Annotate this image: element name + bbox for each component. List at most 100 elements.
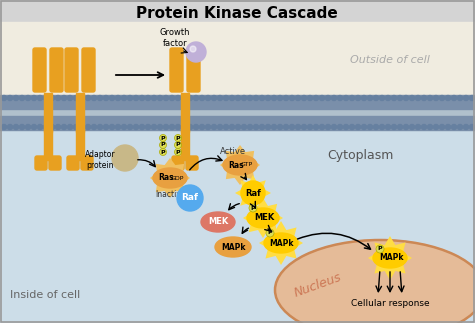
Circle shape (200, 96, 205, 100)
Text: MAPk: MAPk (379, 254, 403, 263)
Circle shape (457, 124, 463, 130)
Text: Cellular response: Cellular response (351, 299, 429, 308)
Circle shape (26, 124, 30, 130)
Circle shape (350, 124, 354, 130)
Circle shape (314, 124, 319, 130)
Text: P: P (251, 205, 256, 211)
Circle shape (104, 96, 108, 100)
Circle shape (8, 124, 12, 130)
Circle shape (174, 141, 181, 149)
Polygon shape (220, 145, 260, 185)
Text: P: P (161, 136, 165, 141)
Circle shape (284, 96, 288, 100)
Circle shape (343, 124, 349, 130)
Circle shape (355, 96, 361, 100)
Circle shape (74, 96, 78, 100)
Text: P: P (176, 150, 180, 154)
Circle shape (464, 96, 468, 100)
Circle shape (403, 124, 408, 130)
Circle shape (314, 96, 319, 100)
Circle shape (380, 124, 384, 130)
Circle shape (177, 185, 203, 211)
Circle shape (391, 124, 397, 130)
Circle shape (49, 96, 55, 100)
Circle shape (434, 124, 438, 130)
Circle shape (398, 124, 402, 130)
Circle shape (295, 96, 301, 100)
Circle shape (409, 96, 415, 100)
Circle shape (289, 124, 294, 130)
Circle shape (428, 124, 433, 130)
Circle shape (133, 124, 139, 130)
Circle shape (170, 124, 174, 130)
Circle shape (236, 124, 240, 130)
Circle shape (110, 124, 114, 130)
Circle shape (302, 96, 306, 100)
Text: GTP: GTP (241, 162, 253, 168)
Circle shape (428, 96, 433, 100)
Text: Ras: Ras (228, 161, 244, 170)
Circle shape (320, 96, 324, 100)
Circle shape (355, 124, 361, 130)
Circle shape (409, 124, 415, 130)
Circle shape (452, 96, 456, 100)
Circle shape (236, 96, 240, 100)
Circle shape (266, 229, 274, 237)
Circle shape (188, 96, 192, 100)
Circle shape (434, 96, 438, 100)
Circle shape (31, 96, 37, 100)
Text: Active: Active (220, 148, 246, 157)
Circle shape (325, 124, 331, 130)
Circle shape (49, 124, 55, 130)
Circle shape (254, 96, 258, 100)
Circle shape (368, 124, 372, 130)
Circle shape (188, 124, 192, 130)
Ellipse shape (153, 168, 187, 188)
Ellipse shape (373, 248, 407, 268)
Circle shape (31, 124, 37, 130)
Text: Inside of cell: Inside of cell (10, 290, 80, 300)
Circle shape (277, 124, 283, 130)
Text: MAPk: MAPk (221, 243, 245, 252)
Circle shape (469, 124, 475, 130)
Text: MEK: MEK (208, 217, 228, 226)
Circle shape (186, 42, 206, 62)
Circle shape (249, 204, 257, 212)
Circle shape (224, 124, 228, 130)
Circle shape (368, 96, 372, 100)
Circle shape (439, 124, 445, 130)
FancyBboxPatch shape (82, 48, 95, 92)
Circle shape (266, 96, 270, 100)
FancyBboxPatch shape (50, 48, 63, 92)
Text: P: P (161, 142, 165, 148)
Text: P: P (161, 150, 165, 154)
Circle shape (206, 124, 210, 130)
FancyBboxPatch shape (67, 156, 79, 170)
Circle shape (464, 124, 468, 130)
Circle shape (272, 96, 276, 100)
Circle shape (127, 96, 133, 100)
Circle shape (289, 96, 294, 100)
Bar (0, 95, 475, 109)
Circle shape (332, 124, 336, 130)
Circle shape (421, 96, 427, 100)
Circle shape (224, 96, 228, 100)
Bar (0, 0, 475, 22)
Circle shape (97, 96, 103, 100)
Circle shape (190, 46, 196, 52)
Text: Ras: Ras (158, 173, 174, 182)
Circle shape (56, 96, 60, 100)
Circle shape (86, 124, 91, 130)
Circle shape (193, 96, 199, 100)
Circle shape (259, 96, 265, 100)
Circle shape (19, 124, 25, 130)
Text: Raf: Raf (245, 189, 261, 197)
Ellipse shape (215, 237, 251, 257)
Circle shape (373, 96, 379, 100)
Bar (181, 130, 189, 160)
Circle shape (145, 96, 151, 100)
Circle shape (416, 96, 420, 100)
Text: Inactive: Inactive (155, 190, 185, 199)
Circle shape (67, 96, 73, 100)
Circle shape (115, 96, 121, 100)
